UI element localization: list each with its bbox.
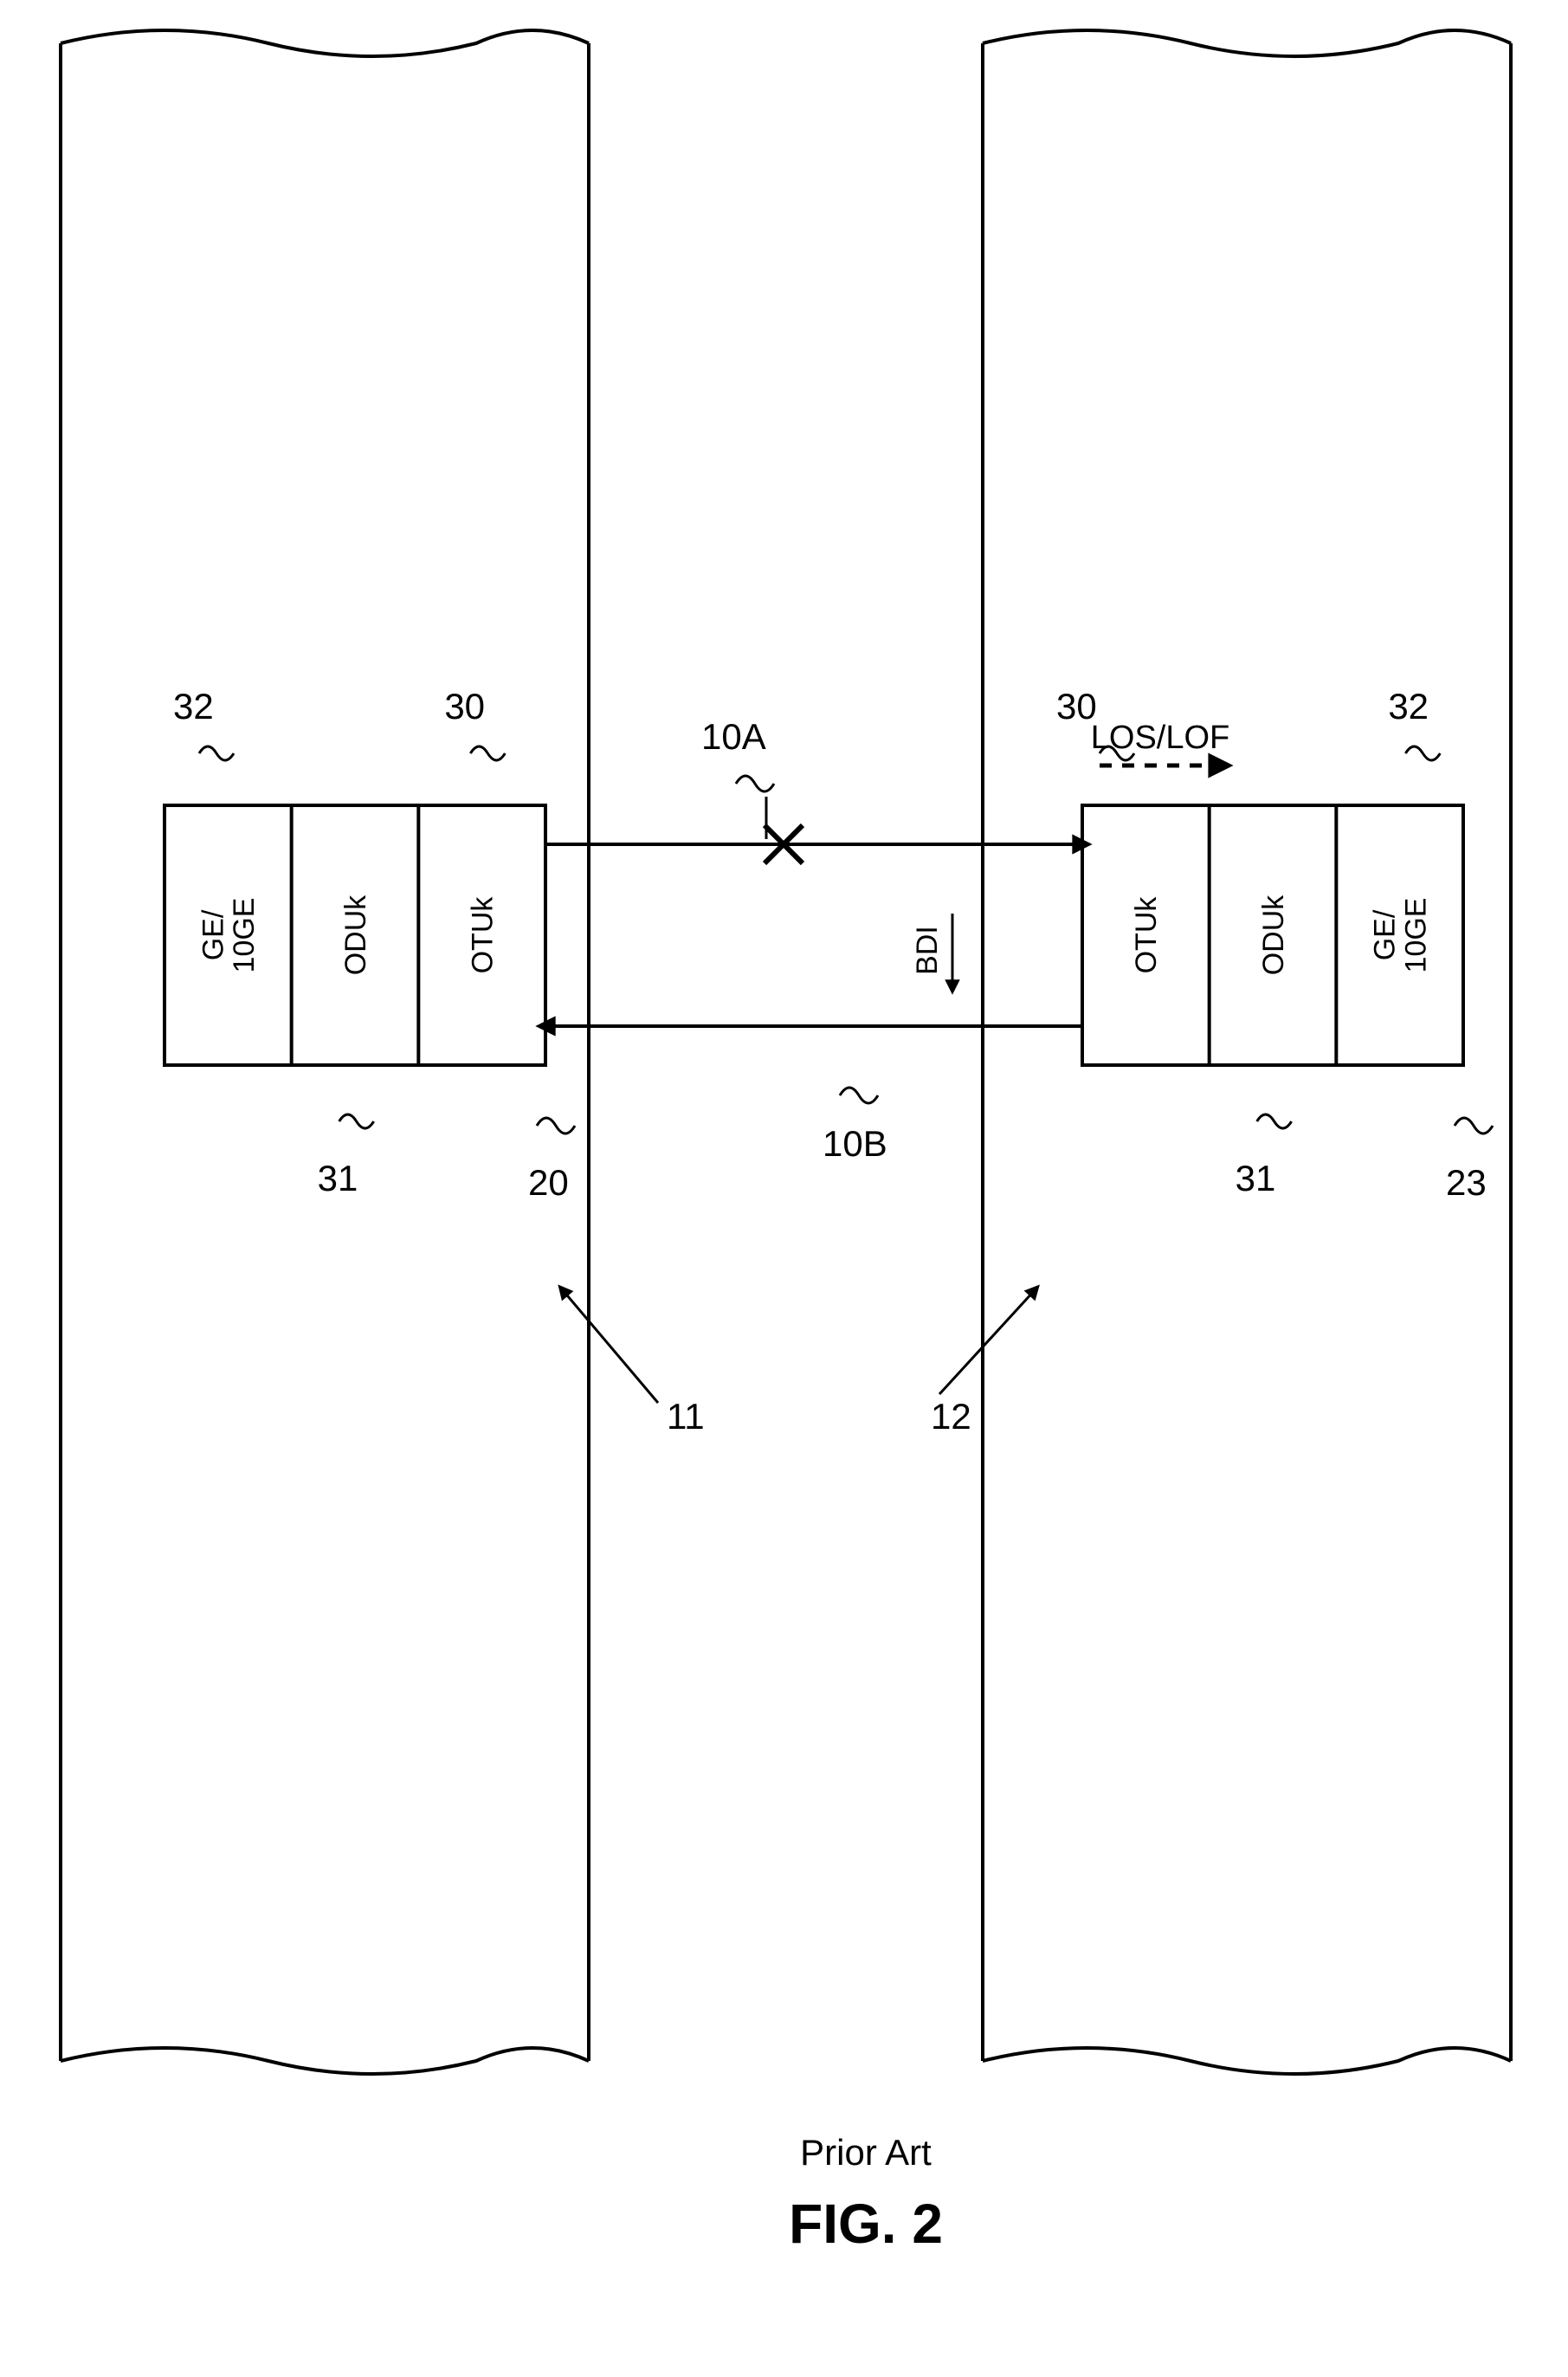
svg-text:11: 11 [667,1396,705,1437]
figure-caption [736,2113,996,2260]
protocol-stack-left [165,805,545,1065]
break-x-icon [762,823,805,866]
svg-text:BDI: BDI [911,926,944,975]
link-bottom-10b [545,1009,1082,1043]
svg-text:12: 12 [931,1396,971,1437]
link-top-10a [545,827,1082,862]
svg-text:10B: 10B [823,1123,887,1164]
protocol-stack-right [1082,805,1463,1065]
svg-text:10A: 10A [701,716,766,757]
